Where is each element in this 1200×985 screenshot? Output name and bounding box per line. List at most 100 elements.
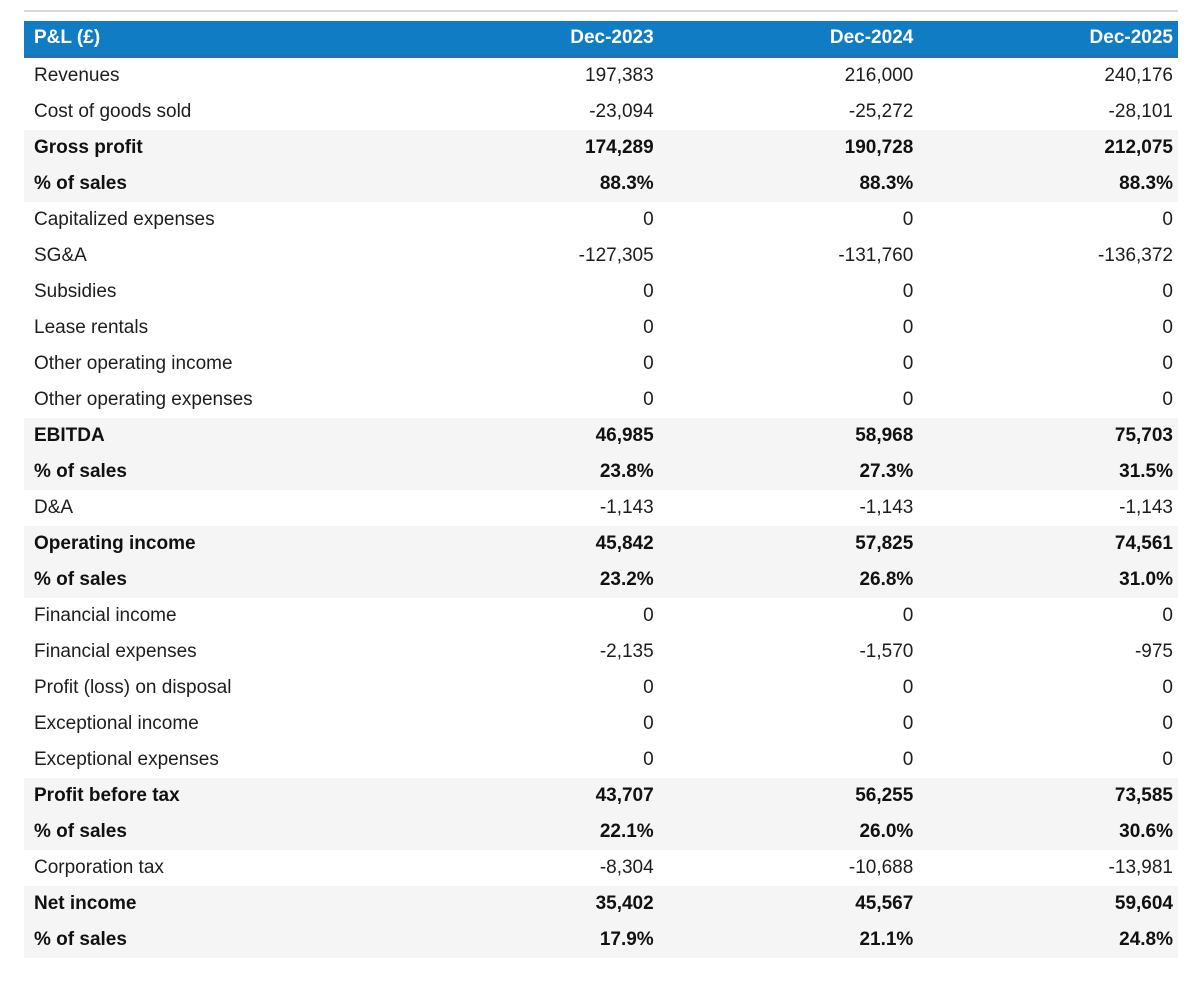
cell-value: 43,707 [399,778,659,814]
cell-value: 74,561 [918,526,1178,562]
cell-value: 75,703 [918,418,1178,454]
row-label: Exceptional expenses [24,742,400,778]
row-label: Profit (loss) on disposal [24,670,400,706]
cell-value: 58,968 [658,418,919,454]
cell-value: -23,094 [399,94,659,130]
table-row: % of sales 23.8% 27.3% 31.5% [24,454,1178,490]
table-row: % of sales 17.9% 21.1% 24.8% [24,922,1178,958]
table-row: Other operating income 0 0 0 [24,346,1178,382]
cell-value: 0 [658,346,919,382]
pnl-table: P&L (£) Dec-2023 Dec-2024 Dec-2025 Reven… [24,21,1178,958]
row-label: Financial income [24,598,400,634]
cell-value: 0 [658,382,919,418]
cell-value: 0 [918,742,1178,778]
row-label: Exceptional income [24,706,400,742]
cell-value: 26.0% [658,814,919,850]
cell-value: 23.8% [399,454,659,490]
table-row: Capitalized expenses 0 0 0 [24,202,1178,238]
table-row: EBITDA 46,985 58,968 75,703 [24,418,1178,454]
cell-value: 0 [658,202,919,238]
table-row: Financial expenses -2,135 -1,570 -975 [24,634,1178,670]
table-row: Lease rentals 0 0 0 [24,310,1178,346]
row-label: SG&A [24,238,400,274]
table-row: Cost of goods sold -23,094 -25,272 -28,101 [24,94,1178,130]
cell-value: 0 [918,274,1178,310]
cell-value: 0 [399,382,659,418]
cell-value: 240,176 [918,56,1178,94]
row-label: % of sales [24,922,400,958]
table-row: Profit (loss) on disposal 0 0 0 [24,670,1178,706]
table-row: Exceptional income 0 0 0 [24,706,1178,742]
cell-value: -1,143 [658,490,919,526]
row-label: Net income [24,886,400,922]
cell-value: 0 [918,382,1178,418]
row-label: % of sales [24,562,400,598]
cell-value: 0 [918,202,1178,238]
cell-value: 0 [399,346,659,382]
cell-value: 59,604 [918,886,1178,922]
column-header-dec-2024: Dec-2024 [658,21,919,58]
cell-value: 57,825 [658,526,919,562]
cell-value: 0 [658,670,919,706]
cell-value: 27.3% [658,454,919,490]
table-row: Corporation tax -8,304 -10,688 -13,981 [24,850,1178,886]
table-row: Other operating expenses 0 0 0 [24,382,1178,418]
cell-value: -127,305 [399,238,659,274]
top-divider-rule [24,10,1178,12]
table-row: SG&A -127,305 -131,760 -136,372 [24,238,1178,274]
cell-value: 0 [658,274,919,310]
cell-value: -13,981 [918,850,1178,886]
cell-value: 17.9% [399,922,659,958]
cell-value: -975 [918,634,1178,670]
table-row: % of sales 23.2% 26.8% 31.0% [24,562,1178,598]
cell-value: 35,402 [399,886,659,922]
table-row: Profit before tax 43,707 56,255 73,585 [24,778,1178,814]
row-label: Subsidies [24,274,400,310]
cell-value: 0 [658,310,919,346]
cell-value: -131,760 [658,238,919,274]
cell-value: -28,101 [918,94,1178,130]
cell-value: 56,255 [658,778,919,814]
row-label: Other operating income [24,346,400,382]
row-label: Revenues [24,56,400,94]
row-label: % of sales [24,454,400,490]
cell-value: 212,075 [918,130,1178,166]
row-label: Other operating expenses [24,382,400,418]
cell-value: -136,372 [918,238,1178,274]
row-label: Capitalized expenses [24,202,400,238]
cell-value: 46,985 [399,418,659,454]
cell-value: 88.3% [658,166,919,202]
cell-value: -25,272 [658,94,919,130]
cell-value: 0 [399,706,659,742]
cell-value: 0 [658,706,919,742]
cell-value: 0 [918,670,1178,706]
column-header-pnl-currency: P&L (£) [24,21,400,58]
table-body: Revenues 197,383 216,000 240,176 Cost of goo… [24,56,1178,958]
row-label: Gross profit [24,130,400,166]
table-row: Gross profit 174,289 190,728 212,075 [24,130,1178,166]
row-label: D&A [24,490,400,526]
cell-value: 45,567 [658,886,919,922]
row-label: EBITDA [24,418,400,454]
cell-value: 0 [658,742,919,778]
cell-value: 0 [918,598,1178,634]
cell-value: 31.5% [918,454,1178,490]
cell-value: 26.8% [658,562,919,598]
row-label: Cost of goods sold [24,94,400,130]
table-row: Operating income 45,842 57,825 74,561 [24,526,1178,562]
cell-value: 0 [918,346,1178,382]
cell-value: -10,688 [658,850,919,886]
cell-value: 23.2% [399,562,659,598]
cell-value: 73,585 [918,778,1178,814]
cell-value: 0 [399,202,659,238]
column-header-dec-2025: Dec-2025 [918,21,1178,58]
cell-value: -1,143 [918,490,1178,526]
cell-value: 88.3% [918,166,1178,202]
row-label: % of sales [24,814,400,850]
table-row: Exceptional expenses 0 0 0 [24,742,1178,778]
table-row: % of sales 88.3% 88.3% 88.3% [24,166,1178,202]
cell-value: -1,143 [399,490,659,526]
cell-value: 30.6% [918,814,1178,850]
cell-value: 45,842 [399,526,659,562]
cell-value: 216,000 [658,56,919,94]
